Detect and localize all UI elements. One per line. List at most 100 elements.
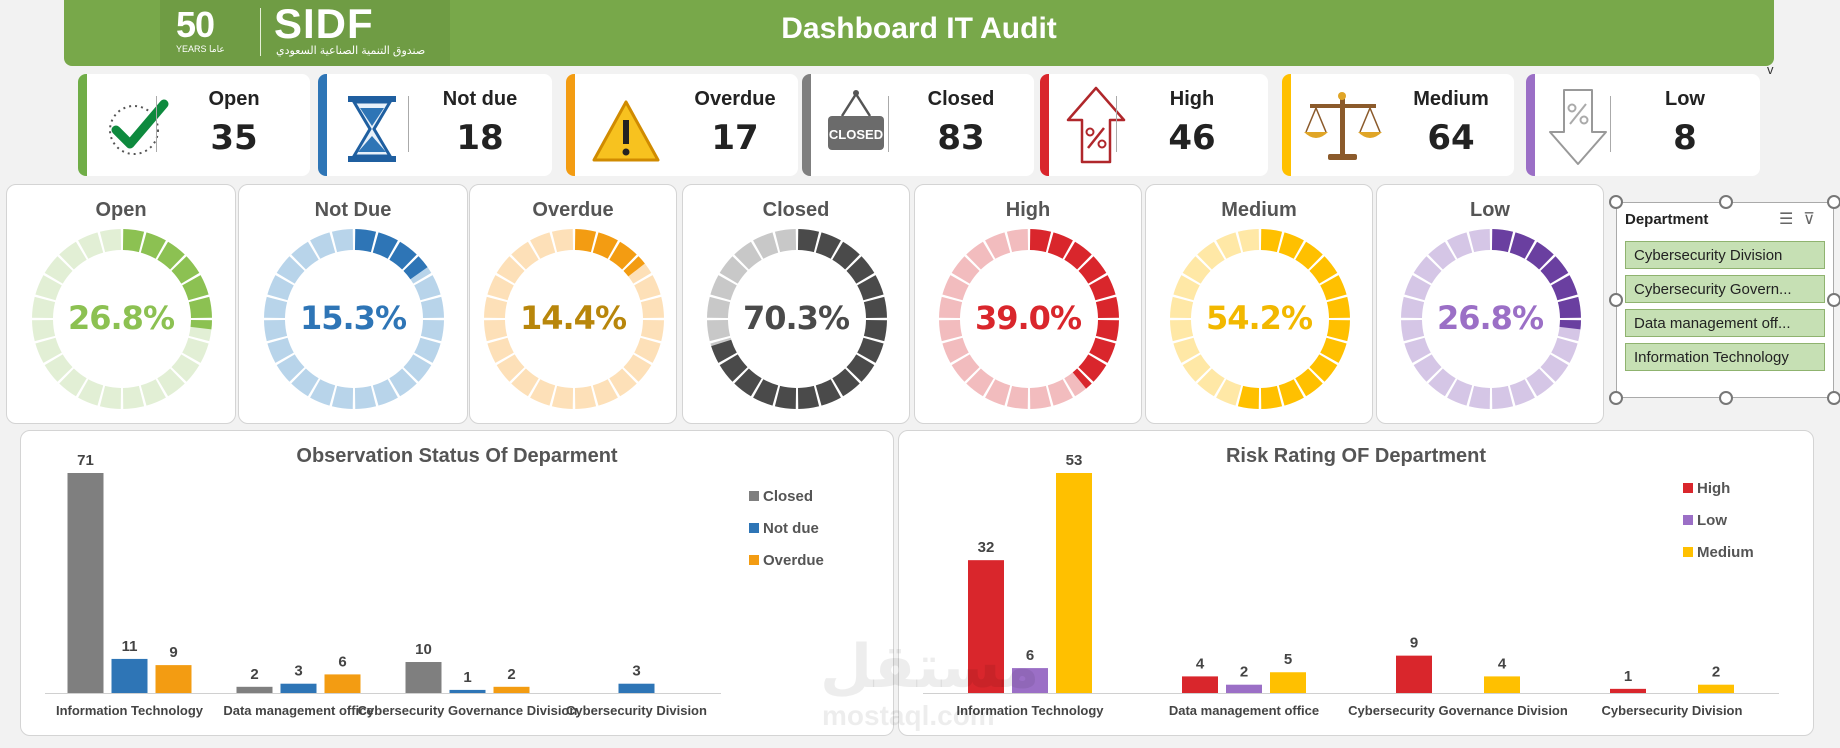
kpi-value: 18	[456, 118, 504, 158]
donut-segment	[59, 241, 87, 270]
department-slicer[interactable]: Department ☰⊽ Cybersecurity Division Cyb…	[1609, 195, 1840, 405]
multi-select-icon[interactable]: ☰	[1778, 211, 1804, 228]
logo-divider	[260, 8, 261, 56]
slicer-item[interactable]: Cybersecurity Division	[1625, 241, 1825, 269]
donut-segment	[188, 296, 212, 319]
donut-segment	[640, 296, 664, 319]
donut-segment	[985, 379, 1011, 406]
resize-handle[interactable]	[1609, 293, 1623, 307]
closed-sign-icon: CLOSED	[828, 90, 884, 150]
donut-segment	[1491, 229, 1514, 253]
resize-handle[interactable]	[1827, 391, 1840, 405]
legend-swatch	[749, 491, 759, 501]
donut-title: Low	[1470, 199, 1510, 221]
resize-handle[interactable]	[1609, 195, 1623, 209]
donut-segment	[774, 229, 797, 253]
donut-segment	[951, 354, 980, 382]
data-label: 4	[1498, 655, 1507, 672]
donut-ring	[939, 229, 1119, 409]
scales-icon	[1304, 92, 1382, 160]
donut-segment	[157, 368, 185, 397]
kpi-value: 17	[711, 118, 759, 158]
resize-handle[interactable]	[1609, 391, 1623, 405]
donut-card-medium: Medium 54.2%	[1145, 184, 1373, 424]
data-label: 2	[1712, 664, 1720, 681]
arrow-up-percent-icon	[1066, 86, 1126, 164]
donut-segment	[734, 241, 762, 270]
donut-segment	[414, 275, 441, 301]
dashboard-title: Dashboard IT Audit	[781, 12, 1057, 45]
checkmark-icon	[109, 99, 169, 155]
donut-segment	[171, 354, 200, 382]
donut-segment	[1468, 385, 1491, 409]
donut-title: Closed	[762, 199, 830, 221]
bar	[968, 560, 1004, 693]
donut-segment	[420, 319, 444, 342]
donut-segment	[1295, 368, 1323, 397]
donut-segment	[707, 296, 731, 319]
donut-segment	[832, 241, 860, 270]
donut-segment	[609, 241, 637, 270]
clear-filter-icon[interactable]: ⊽	[1803, 211, 1825, 228]
donut-segment	[1078, 354, 1107, 382]
donut-segment	[511, 368, 539, 397]
donut-segment-partial	[1072, 368, 1092, 389]
donut-ring	[707, 229, 887, 409]
bar	[493, 686, 530, 693]
donut-segment	[291, 241, 319, 270]
donut-segment	[640, 319, 664, 342]
bar	[405, 662, 442, 693]
donut-percent: 26.8%	[1436, 299, 1544, 337]
donut-segment-partial	[403, 256, 428, 280]
arrow-down-percent-icon	[1549, 89, 1607, 165]
donut-segment	[1064, 368, 1092, 397]
data-label: 9	[169, 644, 177, 661]
donut-ring	[32, 229, 212, 409]
donut-segment	[276, 256, 305, 284]
resize-handle[interactable]	[1827, 293, 1840, 307]
kpi-accent-bar	[802, 74, 811, 176]
donut-percent: 14.4%	[519, 299, 627, 337]
donut-segment	[372, 232, 398, 259]
donut-segment	[122, 385, 145, 409]
legend-swatch	[1683, 547, 1693, 557]
donut-segment	[966, 241, 994, 270]
kpi-value: 8	[1673, 118, 1697, 158]
donut-segment	[354, 229, 377, 253]
donut-segment	[1326, 319, 1350, 342]
chart-title: Risk Rating OF Department	[1225, 445, 1487, 467]
donut-segment	[734, 368, 762, 397]
donut-segment	[264, 319, 288, 342]
kpi-label: Low	[1665, 88, 1705, 110]
donut-segment	[122, 229, 145, 253]
donut-segment	[420, 296, 444, 319]
slicer-item[interactable]: Data management off...	[1625, 309, 1825, 337]
kpi-accent-bar	[1282, 74, 1291, 176]
category-label: Cybersecurity Governance Division	[358, 703, 578, 718]
kpi-divider	[1116, 96, 1117, 152]
bar	[324, 674, 361, 693]
donut-ring	[1170, 229, 1350, 409]
donut-segment	[1491, 385, 1514, 409]
donut-segment	[310, 232, 336, 259]
donut-segment	[1260, 229, 1283, 253]
donut-segment	[1295, 241, 1323, 270]
donut-segment	[1170, 319, 1194, 342]
resize-handle[interactable]	[1827, 195, 1840, 209]
resize-handle[interactable]	[1719, 195, 1733, 209]
resize-handle[interactable]	[1719, 391, 1733, 405]
donut-segment	[1216, 379, 1242, 406]
slicer-item[interactable]: Information Technology	[1625, 343, 1825, 371]
kpi-label: Not due	[442, 88, 518, 110]
donut-segment	[389, 241, 417, 270]
watermark-arabic: مستقل	[820, 633, 1040, 700]
slicer-item[interactable]: Cybersecurity Govern...	[1625, 275, 1825, 303]
bar	[155, 665, 192, 693]
bar	[1056, 473, 1092, 693]
hourglass-icon	[348, 96, 396, 162]
donut-segment	[44, 354, 73, 382]
donut-segment	[1064, 241, 1092, 270]
slicer-title: Department	[1625, 211, 1709, 228]
bar	[618, 683, 655, 693]
bar	[1012, 668, 1048, 693]
